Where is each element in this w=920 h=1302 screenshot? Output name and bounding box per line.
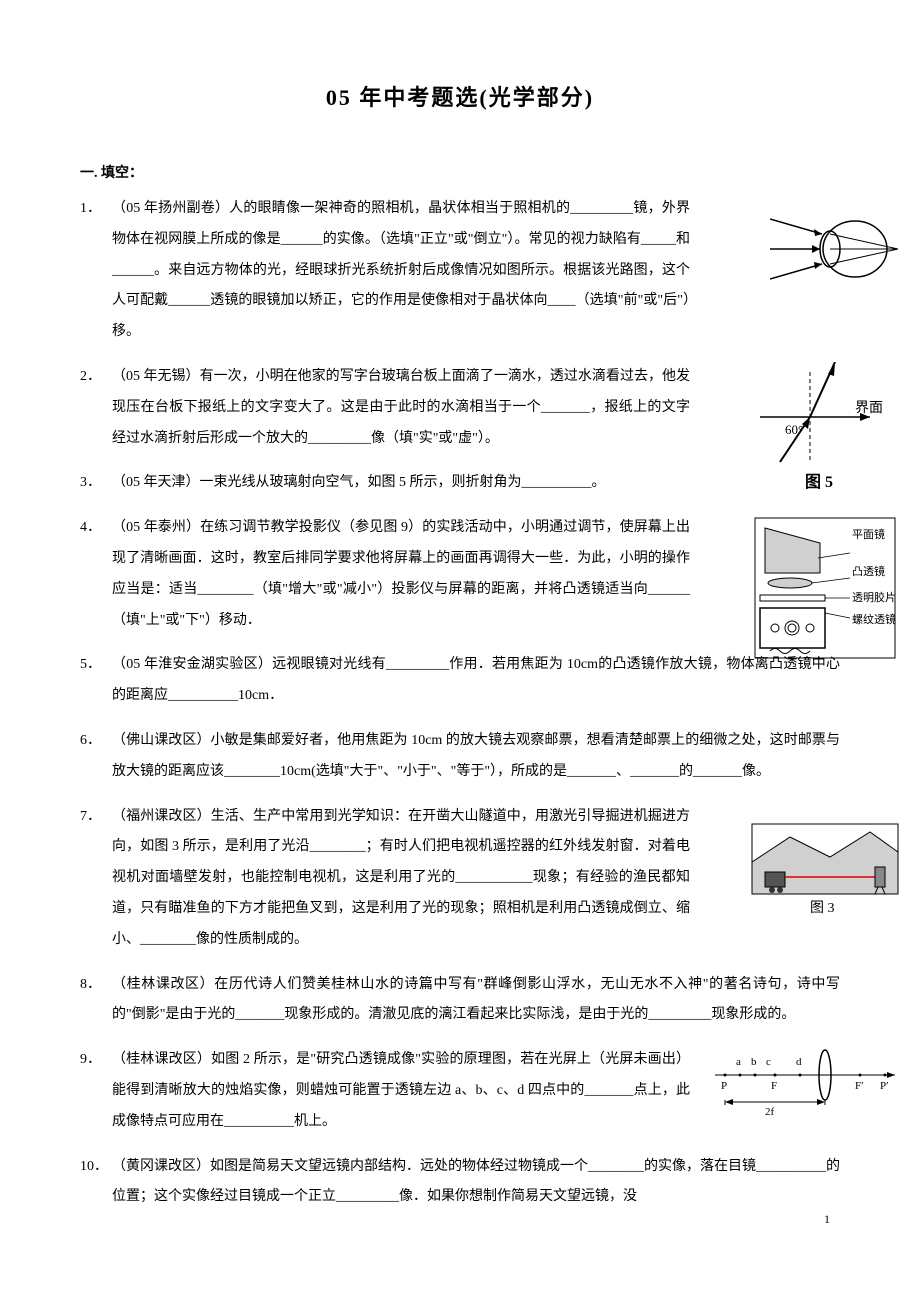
- question-text: （05 年淮安金湖实验区）远视眼镜对光线有_________作用．若用焦距为 1…: [112, 650, 840, 712]
- section-header: 一. 填空：: [80, 162, 840, 182]
- question-number: 4．: [80, 513, 101, 544]
- question-6: 6． （佛山课改区）小敏是集邮爱好者，他用焦距为 10cm 的放大镜去观察邮票，…: [80, 726, 840, 788]
- lens-point-Fprime: F′: [855, 1080, 864, 1092]
- question-text: （桂林课改区）如图 2 所示，是"研究凸透镜成像"实验的原理图，若在光屏上（光屏…: [112, 1045, 690, 1137]
- projector-label-mirror: 平面镜: [852, 527, 885, 541]
- lens-dim-2f: 2f: [765, 1106, 775, 1118]
- question-text: （05 年泰州）在练习调节教学投影仪（参见图 9）的实践活动中，小明通过调节，使…: [112, 513, 690, 636]
- question-3: 3． （05 年天津）一束光线从玻璃射向空气，如图 5 所示，则折射角为____…: [80, 468, 840, 499]
- question-5: 5． （05 年淮安金湖实验区）远视眼镜对光线有_________作用．若用焦距…: [80, 650, 840, 712]
- question-number: 9．: [80, 1045, 101, 1076]
- figure-tunnel-landscape: 图 3: [750, 822, 900, 930]
- lens-point-Pprime: P′: [880, 1080, 889, 1092]
- figure-convex-lens-diagram: a b c d P F F′ P′ 2f: [710, 1045, 900, 1138]
- lens-point-b: b: [751, 1056, 757, 1068]
- question-9: 9． （桂林课改区）如图 2 所示，是"研究凸透镜成像"实验的原理图，若在光屏上…: [80, 1045, 840, 1137]
- question-text: （桂林课改区）在历代诗人们赞美桂林山水的诗篇中写有"群峰倒影山浮水，无山无水不入…: [112, 970, 840, 1032]
- question-number: 3．: [80, 468, 101, 499]
- figure-eye-diagram: [770, 194, 900, 317]
- question-number: 5．: [80, 650, 101, 681]
- question-number: 1．: [80, 194, 101, 225]
- figure-3-caption: 图 3: [810, 901, 835, 916]
- question-text: （05 年扬州副卷）人的眼睛像一架神奇的照相机，晶状体相当于照相机的______…: [112, 194, 690, 348]
- question-text: （05 年天津）一束光线从玻璃射向空气，如图 5 所示，则折射角为_______…: [112, 468, 690, 499]
- projector-label-convex: 凸透镜: [852, 564, 885, 578]
- question-10: 10． （黄冈课改区）如图是简易天文望远镜内部结构．远处的物体经过物镜成一个__…: [80, 1152, 840, 1214]
- question-text: （05 年无锡）有一次，小明在他家的写字台玻璃台板上面滴了一滴水，透过水滴看过去…: [112, 362, 690, 454]
- question-number: 10．: [80, 1152, 108, 1183]
- lens-point-d: d: [796, 1056, 802, 1068]
- question-number: 8．: [80, 970, 101, 1001]
- question-4: 4． （05 年泰州）在练习调节教学投影仪（参见图 9）的实践活动中，小明通过调…: [80, 513, 840, 636]
- projector-label-film: 透明胶片: [852, 590, 896, 604]
- question-number: 2．: [80, 362, 101, 393]
- lens-point-F: F: [771, 1080, 777, 1092]
- lens-point-a: a: [736, 1056, 741, 1068]
- question-2: 2． （05 年无锡）有一次，小明在他家的写字台玻璃台板上面滴了一滴水，透过水滴…: [80, 362, 840, 454]
- question-8: 8． （桂林课改区）在历代诗人们赞美桂林山水的诗篇中写有"群峰倒影山浮水，无山无…: [80, 970, 840, 1032]
- page-title: 05 年中考题选(光学部分): [80, 80, 840, 112]
- question-text: （福州课改区）生活、生产中常用到光学知识：在开凿大山隧道中，用激光引导掘进机掘进…: [112, 802, 690, 956]
- question-number: 6．: [80, 726, 101, 757]
- lens-point-P: P: [721, 1080, 727, 1092]
- projector-label-fresnel: 螺纹透镜: [852, 612, 896, 626]
- angle-60-label: 60°: [785, 422, 803, 437]
- page-number: 1: [824, 1212, 830, 1227]
- question-number: 7．: [80, 802, 101, 833]
- question-text: （黄冈课改区）如图是简易天文望远镜内部结构．远处的物体经过物镜成一个______…: [112, 1152, 840, 1214]
- question-7: 7． （福州课改区）生活、生产中常用到光学知识：在开凿大山隧道中，用激光引导掘进…: [80, 802, 840, 956]
- interface-label: 界面: [855, 401, 883, 416]
- question-1: 1． （05 年扬州副卷）人的眼睛像一架神奇的照相机，晶状体相当于照相机的___…: [80, 194, 840, 348]
- lens-point-c: c: [766, 1056, 771, 1068]
- question-text: （佛山课改区）小敏是集邮爱好者，他用焦距为 10cm 的放大镜去观察邮票，想看清…: [112, 726, 840, 788]
